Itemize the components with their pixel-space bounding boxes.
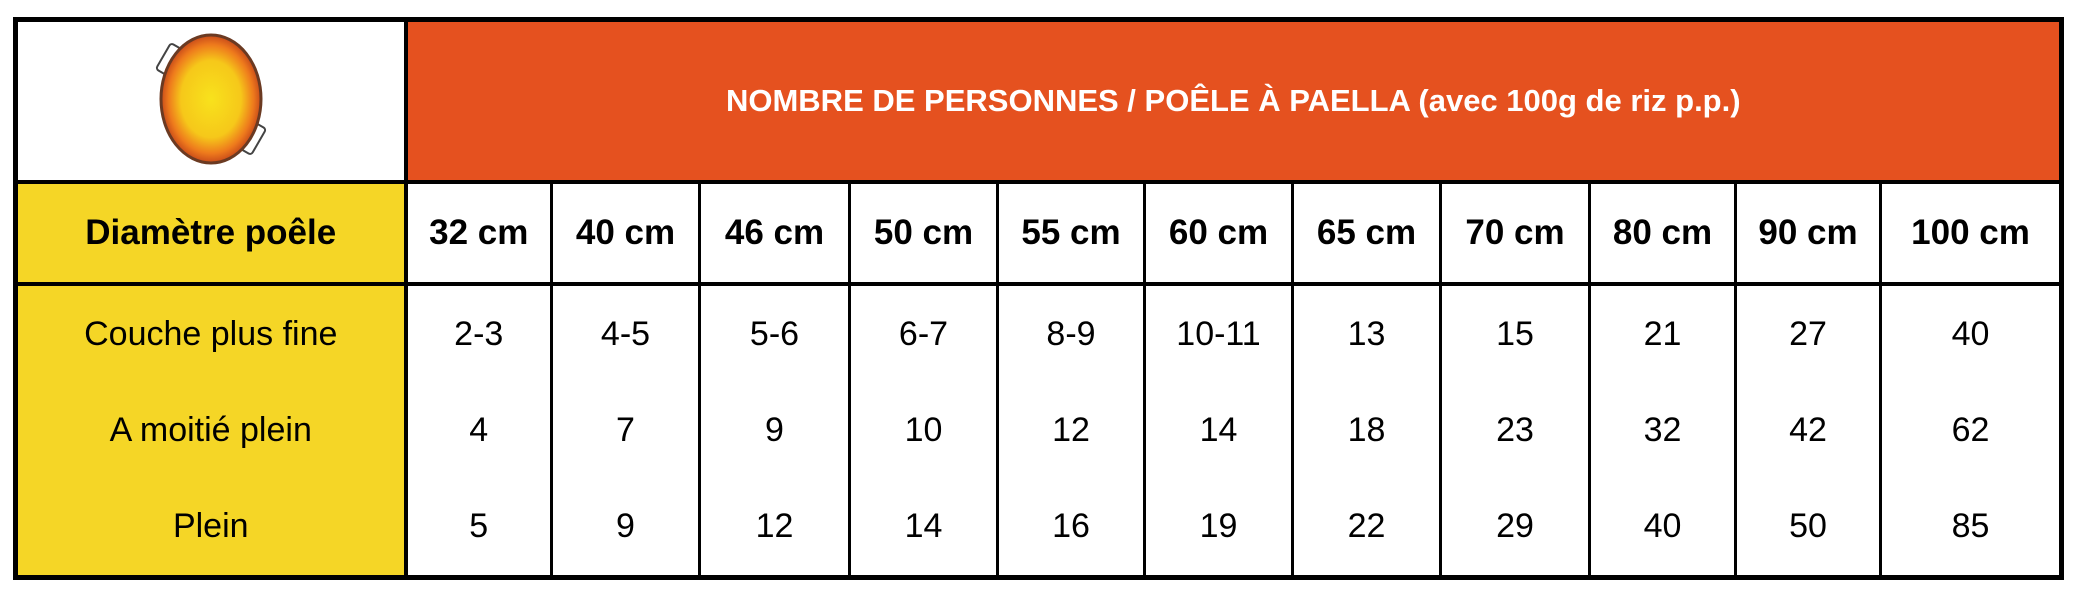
diameter-cell: 65 cm xyxy=(1292,182,1442,286)
value-cell: 27 xyxy=(1735,284,1882,384)
value-cell: 42 xyxy=(1735,383,1882,478)
diameter-cell: 90 cm xyxy=(1735,182,1882,286)
diameter-cell: 46 cm xyxy=(699,182,851,286)
value-cell: 10 xyxy=(849,383,999,478)
value-cell: 13 xyxy=(1292,284,1442,384)
value-cell: 85 xyxy=(1951,506,1990,545)
value-cell: 4 xyxy=(405,383,553,478)
value-cell: 40 xyxy=(1951,315,1990,354)
logo-cell xyxy=(15,19,408,184)
value-cell: 19 xyxy=(1144,477,1294,578)
value-cell: 22 xyxy=(1292,477,1442,578)
value-cell: 32 xyxy=(1589,383,1737,478)
diameter-row: Diamètre poêle 32 cm 40 cm 46 cm 50 cm 5… xyxy=(15,182,2062,286)
value-cell: 9 xyxy=(551,477,701,578)
value-cell: 21 xyxy=(1589,284,1737,384)
diameter-cell: 32 cm xyxy=(405,182,553,286)
title-row: NOMBRE DE PERSONNES / POÊLE À PAELLA (av… xyxy=(15,19,2062,184)
diameter-cell: 55 cm xyxy=(997,182,1146,286)
value-cell: 8-9 xyxy=(997,284,1146,384)
table-row: Couche plus fine 2-3 4-5 5-6 6-7 8-9 10-… xyxy=(15,284,2062,384)
value-cell: 6-7 xyxy=(849,284,999,384)
value-cell: 10-11 xyxy=(1144,284,1294,384)
value-cell: 29 xyxy=(1440,477,1591,578)
value-cell: 23 xyxy=(1440,383,1591,478)
value-cell: 15 xyxy=(1440,284,1591,384)
row-header-diameter: Diamètre poêle xyxy=(15,182,408,286)
diameter-cell: 60 cm xyxy=(1144,182,1294,286)
value-cell: 12 xyxy=(699,477,851,578)
paella-pan-icon xyxy=(155,33,266,164)
value-cell: 14 xyxy=(1144,383,1294,478)
value-cell: 14 xyxy=(849,477,999,578)
diameter-cell: 70 cm xyxy=(1440,182,1591,286)
diameter-cell: 50 cm xyxy=(849,182,999,286)
value-cell: 12 xyxy=(997,383,1146,478)
value-cell: 9 xyxy=(699,383,851,478)
table-row: Plein 5 9 12 14 16 19 22 29 40 50 85 xyxy=(15,477,2062,578)
table-title: NOMBRE DE PERSONNES / POÊLE À PAELLA (av… xyxy=(405,19,2062,184)
diameter-cell: 100 cm xyxy=(1880,182,2062,286)
value-cell: 2-3 xyxy=(405,284,553,384)
value-cell: 5 xyxy=(405,477,553,578)
value-cell: 5-6 xyxy=(699,284,851,384)
value-cell: 40 xyxy=(1589,477,1737,578)
table-row: A moitié plein 4 7 9 10 12 14 18 23 32 4… xyxy=(15,383,2062,478)
row-label: A moitié plein xyxy=(15,383,408,478)
row-label: Couche plus fine xyxy=(15,284,408,384)
value-cell: 4-5 xyxy=(551,284,701,384)
value-cell: 18 xyxy=(1292,383,1442,478)
value-cell: 16 xyxy=(997,477,1146,578)
value-cell: 62 xyxy=(1951,410,1990,449)
diameter-cell: 40 cm xyxy=(551,182,701,286)
row-label: Plein xyxy=(15,477,408,578)
diameter-cell: 80 cm xyxy=(1589,182,1737,286)
value-cell: 7 xyxy=(551,383,701,478)
value-cell: 50 xyxy=(1735,477,1882,578)
paella-pan-size-table: NOMBRE DE PERSONNES / POÊLE À PAELLA (av… xyxy=(13,17,2065,580)
